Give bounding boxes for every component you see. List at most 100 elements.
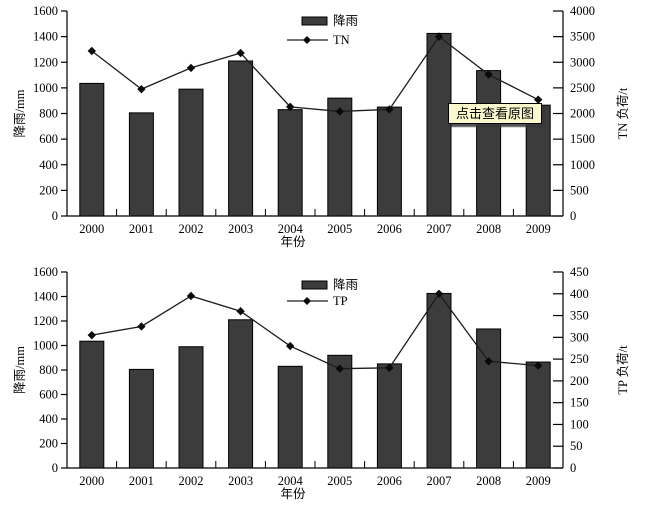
bar-2002 — [178, 346, 204, 469]
legend-line-label: TP — [333, 294, 348, 308]
bar-2001 — [128, 112, 154, 217]
right-axis-title: TN 负荷/t — [616, 87, 630, 139]
right-axis-tick-label: 400 — [570, 287, 589, 301]
bar-2000 — [79, 340, 105, 469]
left-axis-tick-label: 0 — [52, 461, 58, 475]
x-axis-tick-label: 2009 — [526, 474, 551, 488]
right-axis-tick-label: 0 — [570, 461, 576, 475]
x-axis-title: 年份 — [280, 487, 306, 501]
rainfall-tp-chart: 0 200 400 600 800 1000 1200 1400 1600 0 50 100 150 20… — [13, 265, 630, 501]
left-axis-tick-label: 1200 — [33, 314, 58, 328]
bar-2004 — [277, 365, 303, 469]
right-axis-tick-label: 300 — [570, 330, 589, 344]
right-axis-tick-label: 1000 — [570, 158, 595, 172]
bar-2000 — [79, 82, 105, 217]
x-axis-tick-label: 2002 — [179, 474, 204, 488]
bar-2006 — [376, 106, 402, 217]
left-axis-tick-label: 1400 — [33, 290, 58, 304]
bar-2003 — [228, 319, 254, 469]
right-axis-tick-label: 250 — [570, 352, 589, 366]
legend-line-marker — [303, 297, 311, 305]
left-axis-tick-label: 600 — [39, 388, 58, 402]
legend-bar-swatch — [301, 16, 328, 26]
right-axis-tick-label: 50 — [570, 439, 583, 453]
marker-2009 — [534, 95, 543, 104]
right-axis-tick-label: 100 — [570, 417, 589, 431]
marker-2001 — [137, 322, 146, 331]
marker-2003 — [236, 48, 245, 58]
legend-line-label: TN — [333, 33, 350, 47]
bar-2005 — [327, 97, 353, 217]
marker-2001 — [137, 84, 146, 94]
markers-group — [87, 289, 543, 373]
right-axis-tick-label: 450 — [570, 265, 589, 279]
x-axis-tick-label: 2003 — [228, 474, 253, 488]
x-axis-tick-label: 2002 — [179, 222, 204, 236]
bars-group — [79, 292, 551, 469]
x-axis-tick-label: 2004 — [278, 474, 304, 488]
right-axis-tick-label: 2000 — [570, 107, 595, 121]
right-axis-tick-label: 150 — [570, 396, 589, 410]
x-axis-tick-label: 2005 — [327, 474, 352, 488]
left-axis-tick-label: 1400 — [33, 30, 58, 44]
bar-2006 — [376, 363, 402, 469]
marker-2006 — [385, 363, 394, 373]
right-axis-tick-label: 500 — [570, 183, 589, 197]
bar-2001 — [128, 368, 154, 469]
left-axis-tick-label: 200 — [39, 437, 58, 451]
marker-2002 — [186, 291, 196, 301]
left-axis-tick-label: 1000 — [33, 339, 58, 353]
bar-2009 — [525, 361, 551, 469]
bar-2008 — [476, 328, 502, 469]
legend: 降雨 TN — [287, 14, 358, 47]
x-axis-tick-label: 2009 — [526, 222, 551, 236]
marker-2009 — [534, 361, 543, 370]
left-axis-title: 降雨/mm — [13, 89, 27, 137]
marker-2006 — [385, 105, 394, 114]
left-axis-tick-label: 200 — [39, 183, 58, 197]
bar-2005 — [327, 354, 353, 469]
left-axis-tick-label: 0 — [52, 209, 58, 223]
marker-2000 — [87, 330, 96, 340]
right-axis-tick-label: 4000 — [570, 4, 595, 18]
right-axis-tick-label: 350 — [570, 309, 589, 323]
x-axis-tick-label: 2000 — [79, 222, 104, 236]
right-axis-tick-label: 0 — [570, 209, 576, 223]
left-axis-tick-label: 400 — [39, 412, 58, 426]
right-axis-tick-label: 2500 — [570, 81, 595, 95]
bars-group — [79, 32, 551, 217]
x-axis-tick-label: 2001 — [129, 474, 154, 488]
view-original-image-button[interactable]: 点击查看原图 — [448, 103, 542, 124]
legend-line-marker — [303, 36, 311, 44]
right-axis-tick-label: 1500 — [570, 132, 595, 146]
marker-2002 — [186, 63, 196, 73]
rainfall-tn-chart: 0 200 400 600 800 1000 1200 1400 1600 0 500 1000 150… — [13, 4, 630, 249]
marker-2000 — [87, 46, 96, 56]
legend: 降雨 TP — [287, 278, 358, 308]
markers-group — [87, 32, 543, 116]
bar-2003 — [228, 60, 254, 217]
left-axis-tick-label: 600 — [39, 132, 58, 146]
right-axis-tick-label: 3000 — [570, 55, 595, 69]
x-axis-tick-label: 2005 — [327, 222, 352, 236]
left-axis-tick-label: 1200 — [33, 55, 58, 69]
left-axis-tick-label: 1600 — [33, 265, 58, 279]
bar-2008 — [476, 70, 502, 217]
legend-bar-label: 降雨 — [333, 14, 358, 28]
marker-2004 — [286, 341, 295, 351]
tn-line — [91, 35, 539, 113]
x-axis-tick-label: 2007 — [427, 222, 452, 236]
marker-2005 — [335, 107, 344, 116]
x-axis-tick-label: 2006 — [377, 222, 402, 236]
bar-2004 — [277, 109, 303, 217]
x-axis-tick-label: 2006 — [377, 474, 402, 488]
marker-2007 — [434, 32, 444, 41]
left-axis-tick-label: 1000 — [33, 81, 58, 95]
left-axis-tick-label: 800 — [39, 107, 58, 121]
x-axis-tick-label: 2008 — [476, 474, 501, 488]
x-axis-tick-label: 2001 — [129, 222, 154, 236]
tp-line — [91, 292, 539, 370]
legend-bar-label: 降雨 — [333, 278, 358, 292]
x-axis-tick-label: 2004 — [278, 222, 304, 236]
